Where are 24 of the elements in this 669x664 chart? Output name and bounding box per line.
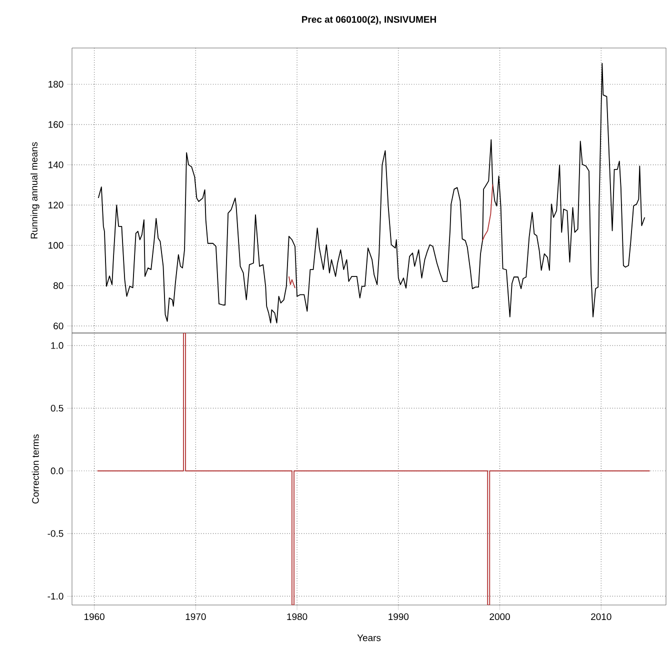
y-tick-label: 0.0 (50, 468, 64, 474)
x-tick-label: 1990 (388, 613, 409, 620)
y-tick-label: 140 (48, 161, 64, 168)
line-series (482, 184, 494, 241)
y-axis-title: Running annual means (30, 142, 40, 238)
y-tick-label: 100 (48, 242, 64, 249)
x-tick-label: 2010 (591, 613, 612, 620)
y-tick-label: 80 (54, 282, 64, 290)
y-tick-label: 1.0 (51, 342, 64, 349)
line-series (288, 276, 296, 289)
y-tick-label: 120 (48, 202, 64, 208)
y-tick-label: -0.5 (48, 530, 64, 537)
chart-title: Prec at 060100(2), INSIVUMEH (302, 16, 436, 25)
y-tick-label: -1.0 (48, 592, 64, 600)
x-tick-label: 1960 (84, 613, 104, 620)
y-axis-title: Correction terms (32, 434, 39, 504)
x-tick-label: 1970 (186, 613, 206, 620)
y-tick-label: 160 (48, 121, 64, 128)
y-tick-label: 180 (48, 80, 64, 88)
x-tick-label: 2000 (490, 613, 510, 620)
y-tick-label: 0.5 (50, 404, 64, 412)
x-axis-title: Years (357, 634, 381, 642)
y-tick-label: 60 (54, 322, 64, 330)
x-tick-label: 1980 (287, 613, 308, 620)
